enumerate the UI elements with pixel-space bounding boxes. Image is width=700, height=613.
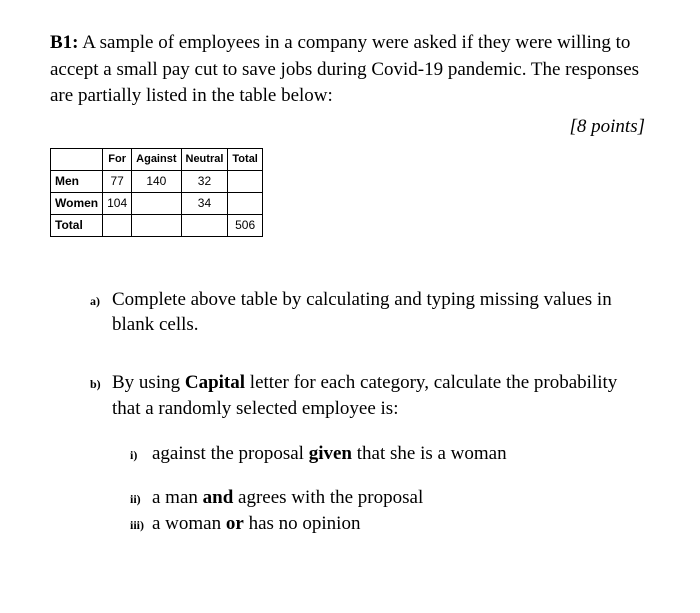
question-text: A sample of employees in a company were … [50,32,639,106]
points-label: [8 points] [50,116,650,138]
header-neutral: Neutral [181,148,228,170]
row-label-women: Women [51,192,103,214]
bi-bold: given [309,443,352,464]
part-b-iii-label: iii) [130,518,152,533]
part-a: a) Complete above table by calculating a… [90,287,650,338]
cell-women-against [132,192,181,214]
part-b-ii-label: ii) [130,492,152,507]
header-against: Against [132,148,181,170]
part-b-prefix: By using [112,372,185,393]
cell-total-total: 506 [228,214,262,236]
cell-total-neutral [181,214,228,236]
cell-men-for: 77 [103,170,132,192]
header-blank [51,148,103,170]
cell-men-neutral: 32 [181,170,228,192]
cell-total-for [103,214,132,236]
part-b-bold: Capital [185,372,245,393]
bi-pre: against the proposal [152,443,309,464]
part-b-text: By using Capital letter for each categor… [112,370,650,421]
biii-pre: a woman [152,513,226,534]
table-row: Women 104 34 [51,192,263,214]
part-a-label: a) [90,293,112,309]
table-row: Total 506 [51,214,263,236]
response-table: For Against Neutral Total Men 77 140 32 … [50,148,263,237]
part-b-i-text: against the proposal given that she is a… [152,443,507,465]
cell-men-total [228,170,262,192]
row-label-total: Total [51,214,103,236]
bi-post: that she is a woman [352,443,507,464]
table-header-row: For Against Neutral Total [51,148,263,170]
cell-women-total [228,192,262,214]
question-header: B1: A sample of employees in a company w… [50,30,650,110]
row-label-men: Men [51,170,103,192]
header-for: For [103,148,132,170]
part-b-label: b) [90,376,112,392]
part-b-i-label: i) [130,448,152,463]
biii-bold: or [226,513,244,534]
part-b: b) By using Capital letter for each cate… [90,370,650,535]
part-b-items: i) against the proposal given that she i… [90,443,650,535]
part-a-text: Complete above table by calculating and … [112,287,650,338]
biii-post: has no opinion [244,513,361,534]
cell-total-against [132,214,181,236]
bii-pre: a man [152,487,203,508]
question-label: B1: [50,32,79,53]
part-b-iii: iii) a woman or has no opinion [130,513,650,535]
cell-women-neutral: 34 [181,192,228,214]
part-b-i: i) against the proposal given that she i… [130,443,650,465]
part-b-ii-text: a man and agrees with the proposal [152,487,423,509]
part-b-iii-text: a woman or has no opinion [152,513,360,535]
header-total: Total [228,148,262,170]
table-row: Men 77 140 32 [51,170,263,192]
bii-post: agrees with the proposal [233,487,423,508]
cell-women-for: 104 [103,192,132,214]
sub-questions: a) Complete above table by calculating a… [50,287,650,536]
bii-bold: and [203,487,234,508]
cell-men-against: 140 [132,170,181,192]
part-b-ii: ii) a man and agrees with the proposal [130,487,650,509]
